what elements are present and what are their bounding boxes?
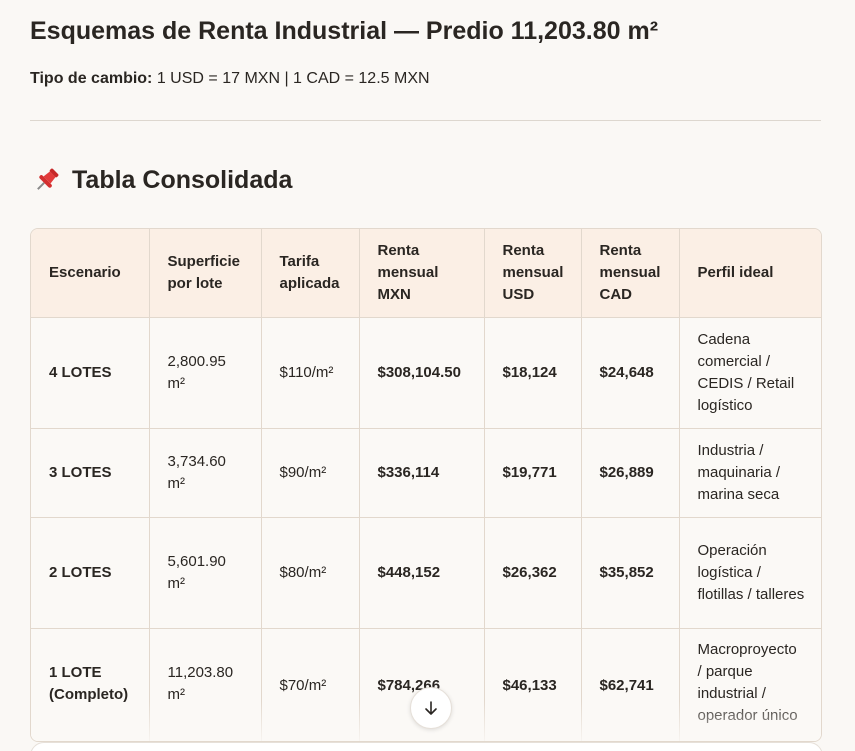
column-header-superficie: Superficie por lote <box>149 229 262 318</box>
cell-perfil: Macroproyecto / parque industrial / oper… <box>679 628 821 741</box>
pushpin-icon <box>32 165 62 195</box>
cell-superficie: 11,203.80 m² <box>149 628 262 741</box>
cell-escenario: 3 LOTES <box>31 428 150 518</box>
table-header-row: Escenario Superficie por lote Tarifa apl… <box>31 229 821 318</box>
exchange-rate-line: Tipo de cambio: 1 USD = 17 MXN | 1 CAD =… <box>30 68 430 90</box>
cell-tarifa: $110/m² <box>261 317 360 429</box>
consolidated-table: Escenario Superficie por lote Tarifa apl… <box>30 228 822 742</box>
cell-renta-cad: $62,741 <box>581 628 680 741</box>
cell-renta-usd: $26,362 <box>484 517 582 629</box>
cell-escenario: 2 LOTES <box>31 517 150 629</box>
table-row: 3 LOTES 3,734.60 m² $90/m² $336,114 $19,… <box>31 428 821 518</box>
section-title: Tabla Consolidada <box>32 162 292 198</box>
cell-renta-mxn: $336,114 <box>359 428 485 518</box>
cell-escenario: 1 LOTE (Completo) <box>31 628 150 741</box>
cell-superficie: 3,734.60 m² <box>149 428 262 518</box>
section-title-text: Tabla Consolidada <box>72 166 293 194</box>
table-row: 2 LOTES 5,601.90 m² $80/m² $448,152 $26,… <box>31 517 821 629</box>
cell-renta-usd: $18,124 <box>484 317 582 429</box>
cell-renta-mxn: $308,104.50 <box>359 317 485 429</box>
cell-tarifa: $90/m² <box>261 428 360 518</box>
cell-perfil: Cadena comercial / CEDIS / Retail logíst… <box>679 317 821 429</box>
cell-tarifa: $80/m² <box>261 517 360 629</box>
exchange-rate-value: 1 USD = 17 MXN | 1 CAD = 12.5 MXN <box>152 70 430 87</box>
cell-tarifa: $70/m² <box>261 628 360 741</box>
column-header-renta-usd: Renta mensual USD <box>484 229 582 318</box>
cell-renta-cad: $26,889 <box>581 428 680 518</box>
message-composer[interactable] <box>30 742 823 751</box>
cell-renta-usd: $46,133 <box>484 628 582 741</box>
column-header-escenario: Escenario <box>31 229 150 318</box>
cell-renta-cad: $24,648 <box>581 317 680 429</box>
cell-perfil: Industria / maquinaria / marina seca <box>679 428 821 518</box>
scroll-down-button[interactable] <box>410 687 452 729</box>
divider <box>30 120 821 121</box>
cell-superficie: 5,601.90 m² <box>149 517 262 629</box>
cell-perfil: Operación logística / flotillas / taller… <box>679 517 821 629</box>
column-header-tarifa: Tarifa aplicada <box>261 229 360 318</box>
column-header-renta-mxn: Renta mensual MXN <box>359 229 485 318</box>
cell-renta-usd: $19,771 <box>484 428 582 518</box>
page-title: Esquemas de Renta Industrial — Predio 11… <box>30 17 659 45</box>
cell-renta-mxn: $448,152 <box>359 517 485 629</box>
table-row: 4 LOTES 2,800.95 m² $110/m² $308,104.50 … <box>31 317 821 429</box>
cell-superficie: 2,800.95 m² <box>149 317 262 429</box>
column-header-perfil: Perfil ideal <box>679 229 821 318</box>
arrow-down-icon <box>422 699 440 717</box>
cell-escenario: 4 LOTES <box>31 317 150 429</box>
exchange-rate-label: Tipo de cambio: <box>30 70 153 87</box>
column-header-renta-cad: Renta mensual CAD <box>581 229 680 318</box>
cell-renta-cad: $35,852 <box>581 517 680 629</box>
